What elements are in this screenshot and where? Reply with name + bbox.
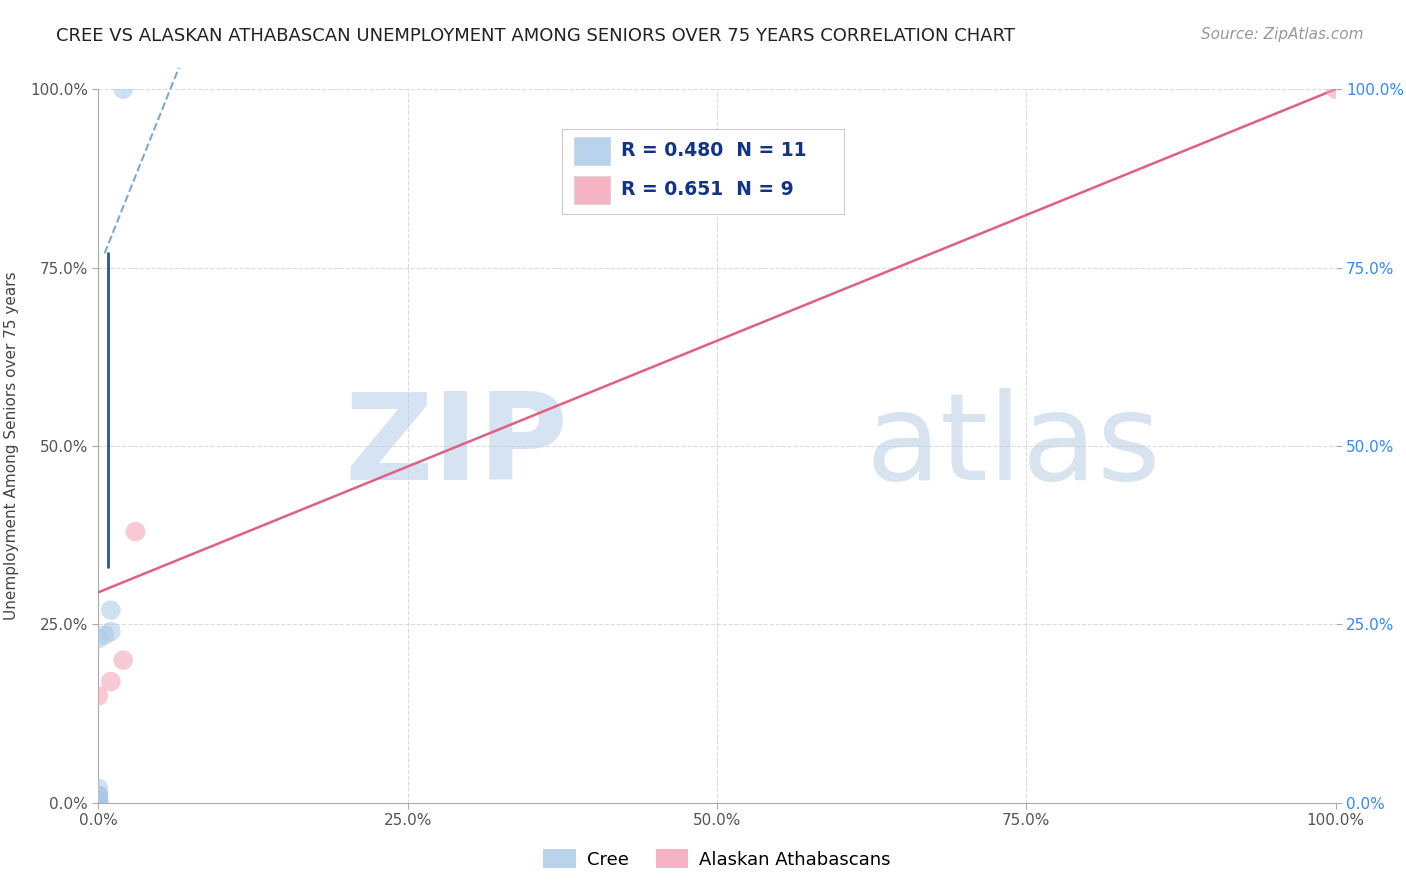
Text: R = 0.480  N = 11: R = 0.480 N = 11 xyxy=(621,142,807,161)
Point xyxy=(100,624,122,639)
Y-axis label: Unemployment Among Seniors over 75 years: Unemployment Among Seniors over 75 years xyxy=(4,272,18,620)
Legend: Cree, Alaskan Athabascans: Cree, Alaskan Athabascans xyxy=(536,842,898,876)
Point xyxy=(87,792,110,806)
Text: atlas: atlas xyxy=(866,387,1161,505)
Point xyxy=(93,628,115,642)
Text: ZIP: ZIP xyxy=(344,387,568,505)
Bar xyxy=(574,176,610,204)
Point xyxy=(100,674,122,689)
Text: Source: ZipAtlas.com: Source: ZipAtlas.com xyxy=(1201,27,1364,42)
Point xyxy=(87,789,110,803)
Point xyxy=(87,789,110,803)
Point xyxy=(112,653,135,667)
Point xyxy=(87,789,110,803)
Point xyxy=(87,796,110,810)
Text: R = 0.651  N = 9: R = 0.651 N = 9 xyxy=(621,180,794,200)
Point xyxy=(87,632,110,646)
Point xyxy=(87,781,110,796)
Point xyxy=(112,82,135,96)
Point xyxy=(87,689,110,703)
Point xyxy=(87,796,110,810)
Point xyxy=(87,796,110,810)
Point xyxy=(87,796,110,810)
Point xyxy=(100,603,122,617)
Point xyxy=(124,524,146,539)
Point xyxy=(1324,82,1347,96)
Point xyxy=(87,796,110,810)
Text: CREE VS ALASKAN ATHABASCAN UNEMPLOYMENT AMONG SENIORS OVER 75 YEARS CORRELATION : CREE VS ALASKAN ATHABASCAN UNEMPLOYMENT … xyxy=(56,27,1015,45)
Bar xyxy=(574,137,610,165)
